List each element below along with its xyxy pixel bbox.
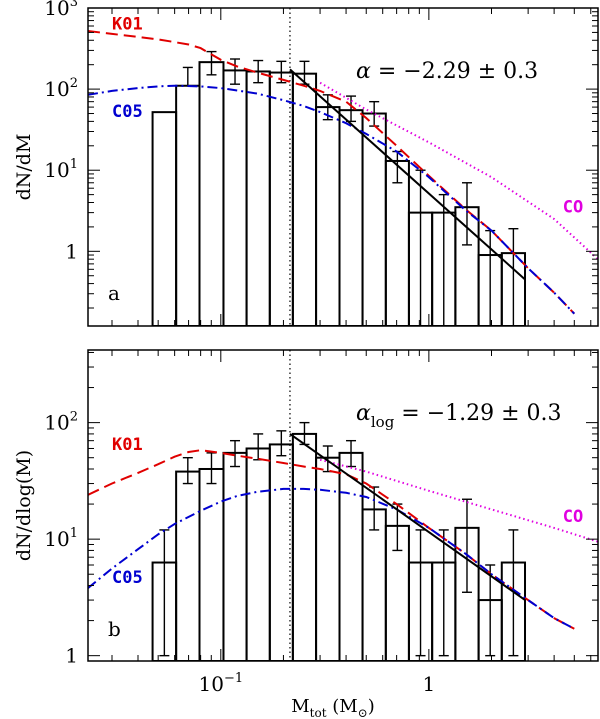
histogram-bar [198, 61, 225, 326]
panel-letter-b: b [108, 617, 121, 641]
y-tick-label: 101 [44, 526, 78, 551]
histogram-bar [151, 111, 178, 326]
histogram-bar [175, 470, 201, 661]
plot-area [88, 8, 598, 326]
series-k01-curve [88, 30, 576, 315]
curve-label-co: CO [563, 198, 583, 218]
y-axis-label: dN/dlog(M) [13, 450, 35, 561]
axes-frame [87, 7, 599, 327]
tick-marks [88, 350, 598, 662]
curve-label-k01: K01 [112, 15, 143, 35]
powerlaw-fit-line [289, 433, 526, 601]
histogram-bar [338, 109, 364, 326]
histogram-bar [245, 447, 271, 661]
histogram-bar [222, 69, 248, 326]
tick-marks [88, 7, 598, 326]
histogram-bar [315, 106, 341, 326]
slope-annotation: αlog = −1.29 ± 0.3 [356, 401, 562, 431]
y-tick-label: 102 [44, 76, 78, 101]
y-tick-label: 1 [65, 239, 78, 263]
y-axis-label: dN/dM [13, 134, 35, 201]
histogram-bar [338, 451, 364, 661]
plot-area [88, 350, 598, 661]
y-tick-label: 1 [65, 644, 78, 668]
axes-frame [87, 349, 599, 662]
series-c05-curve [88, 487, 575, 630]
panel-a-dn-dm: 103 102 101 1 dN/dM α = −2.29 ± 0.3 K01 C05 CO [13, 0, 599, 327]
panel-b-dn-dlogm: 102 101 1 10−1 1 dN/dlog(M) Mtot (M⊙) αlog = −1… [13, 349, 599, 719]
x-tick-label: 10−1 [198, 671, 243, 696]
y-tick-label: 103 [44, 0, 78, 20]
curve-label-k01: K01 [112, 435, 143, 455]
histogram-bar [175, 84, 201, 326]
curve-label-co: CO [563, 507, 583, 527]
y-tick-label: 102 [44, 410, 78, 435]
x-axis-label: Mtot (M⊙) [291, 696, 375, 719]
histogram-bar [361, 508, 387, 661]
y-tick-label: 101 [44, 157, 78, 182]
histogram-bar [222, 451, 248, 661]
series-c05-curve [88, 84, 576, 315]
x-tick-label: 1 [422, 672, 435, 696]
histogram-bar [291, 72, 318, 326]
panel-letter-a: a [108, 281, 120, 305]
histogram-bar [198, 467, 225, 661]
histogram-bar [245, 70, 271, 326]
histogram-bar [384, 159, 410, 326]
histogram-bar [315, 456, 341, 661]
slope-annotation: α = −2.29 ± 0.3 [356, 59, 538, 84]
curve-label-c05: C05 [112, 102, 143, 122]
curve-label-c05: C05 [112, 568, 143, 588]
powerlaw-fit-line [289, 68, 526, 281]
